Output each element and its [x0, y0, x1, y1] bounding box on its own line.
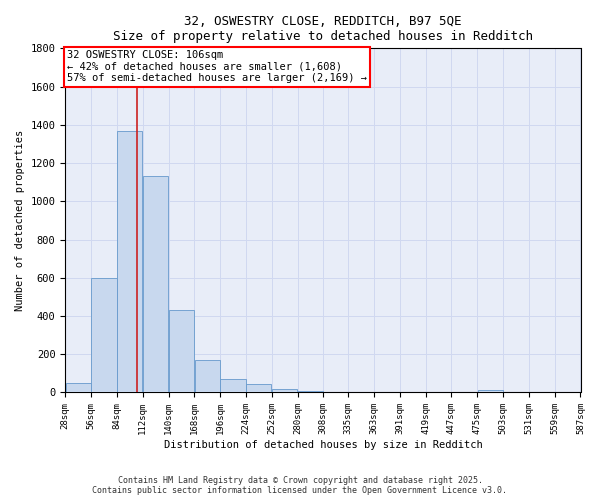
Bar [65, 383, 91, 392]
Text: 32 OSWESTRY CLOSE: 106sqm
← 42% of detached houses are smaller (1,608)
57% of se: 32 OSWESTRY CLOSE: 106sqm ← 42% of detac… [67, 50, 367, 84]
Bar [220, 379, 245, 392]
Bar [143, 176, 168, 392]
Bar [117, 130, 142, 392]
Bar [194, 360, 220, 392]
X-axis label: Distribution of detached houses by size in Redditch: Distribution of detached houses by size … [164, 440, 482, 450]
Title: 32, OSWESTRY CLOSE, REDDITCH, B97 5QE
Size of property relative to detached hous: 32, OSWESTRY CLOSE, REDDITCH, B97 5QE Si… [113, 15, 533, 43]
Bar [272, 388, 297, 392]
Bar [91, 278, 116, 392]
Bar [478, 390, 503, 392]
Bar [169, 310, 194, 392]
Bar [298, 390, 323, 392]
Text: Contains HM Land Registry data © Crown copyright and database right 2025.
Contai: Contains HM Land Registry data © Crown c… [92, 476, 508, 495]
Bar [246, 384, 271, 392]
Y-axis label: Number of detached properties: Number of detached properties [15, 130, 25, 311]
